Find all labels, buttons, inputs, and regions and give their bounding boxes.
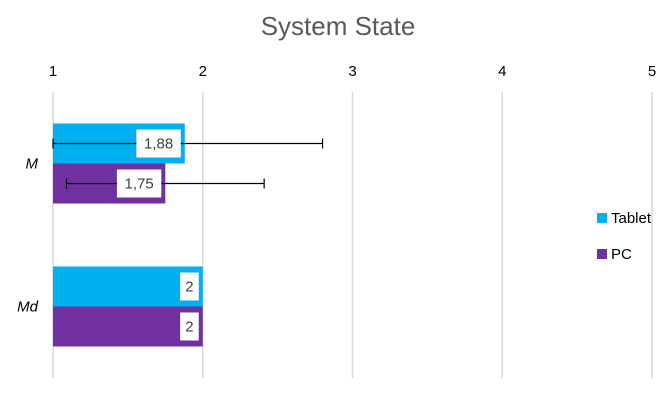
legend-label-pc: PC [611, 246, 632, 263]
legend-label-tablet: Tablet [611, 210, 652, 227]
category-labels: M Md [17, 156, 38, 316]
data-label: 1,88 [144, 136, 173, 153]
x-tick-label: 3 [348, 63, 356, 80]
data-label-box [180, 272, 199, 301]
category-label-m: M [26, 156, 39, 173]
x-tick-label: 4 [498, 63, 506, 80]
category-label-md: Md [17, 299, 38, 316]
legend: Tablet PC [597, 210, 652, 263]
x-tick-label: 5 [648, 63, 656, 80]
data-label-box [116, 169, 162, 198]
x-axis-ticks: 1 2 3 4 5 [49, 63, 656, 80]
data-label: 2 [185, 319, 193, 336]
bar-pc [53, 306, 203, 347]
data-label: 2 [185, 279, 193, 296]
legend-swatch-tablet [597, 213, 607, 223]
legend-swatch-pc [597, 249, 607, 259]
x-tick-label: 2 [199, 63, 207, 80]
data-label-box [136, 129, 181, 158]
data-labels: 1,88 1,75 2 2 [116, 129, 199, 341]
chart-title: System State [261, 11, 416, 41]
bar-tablet [53, 266, 203, 307]
data-label: 1,75 [125, 176, 154, 193]
x-tick-label: 1 [49, 63, 57, 80]
data-label-box [180, 312, 199, 341]
error-bars [52, 138, 324, 189]
